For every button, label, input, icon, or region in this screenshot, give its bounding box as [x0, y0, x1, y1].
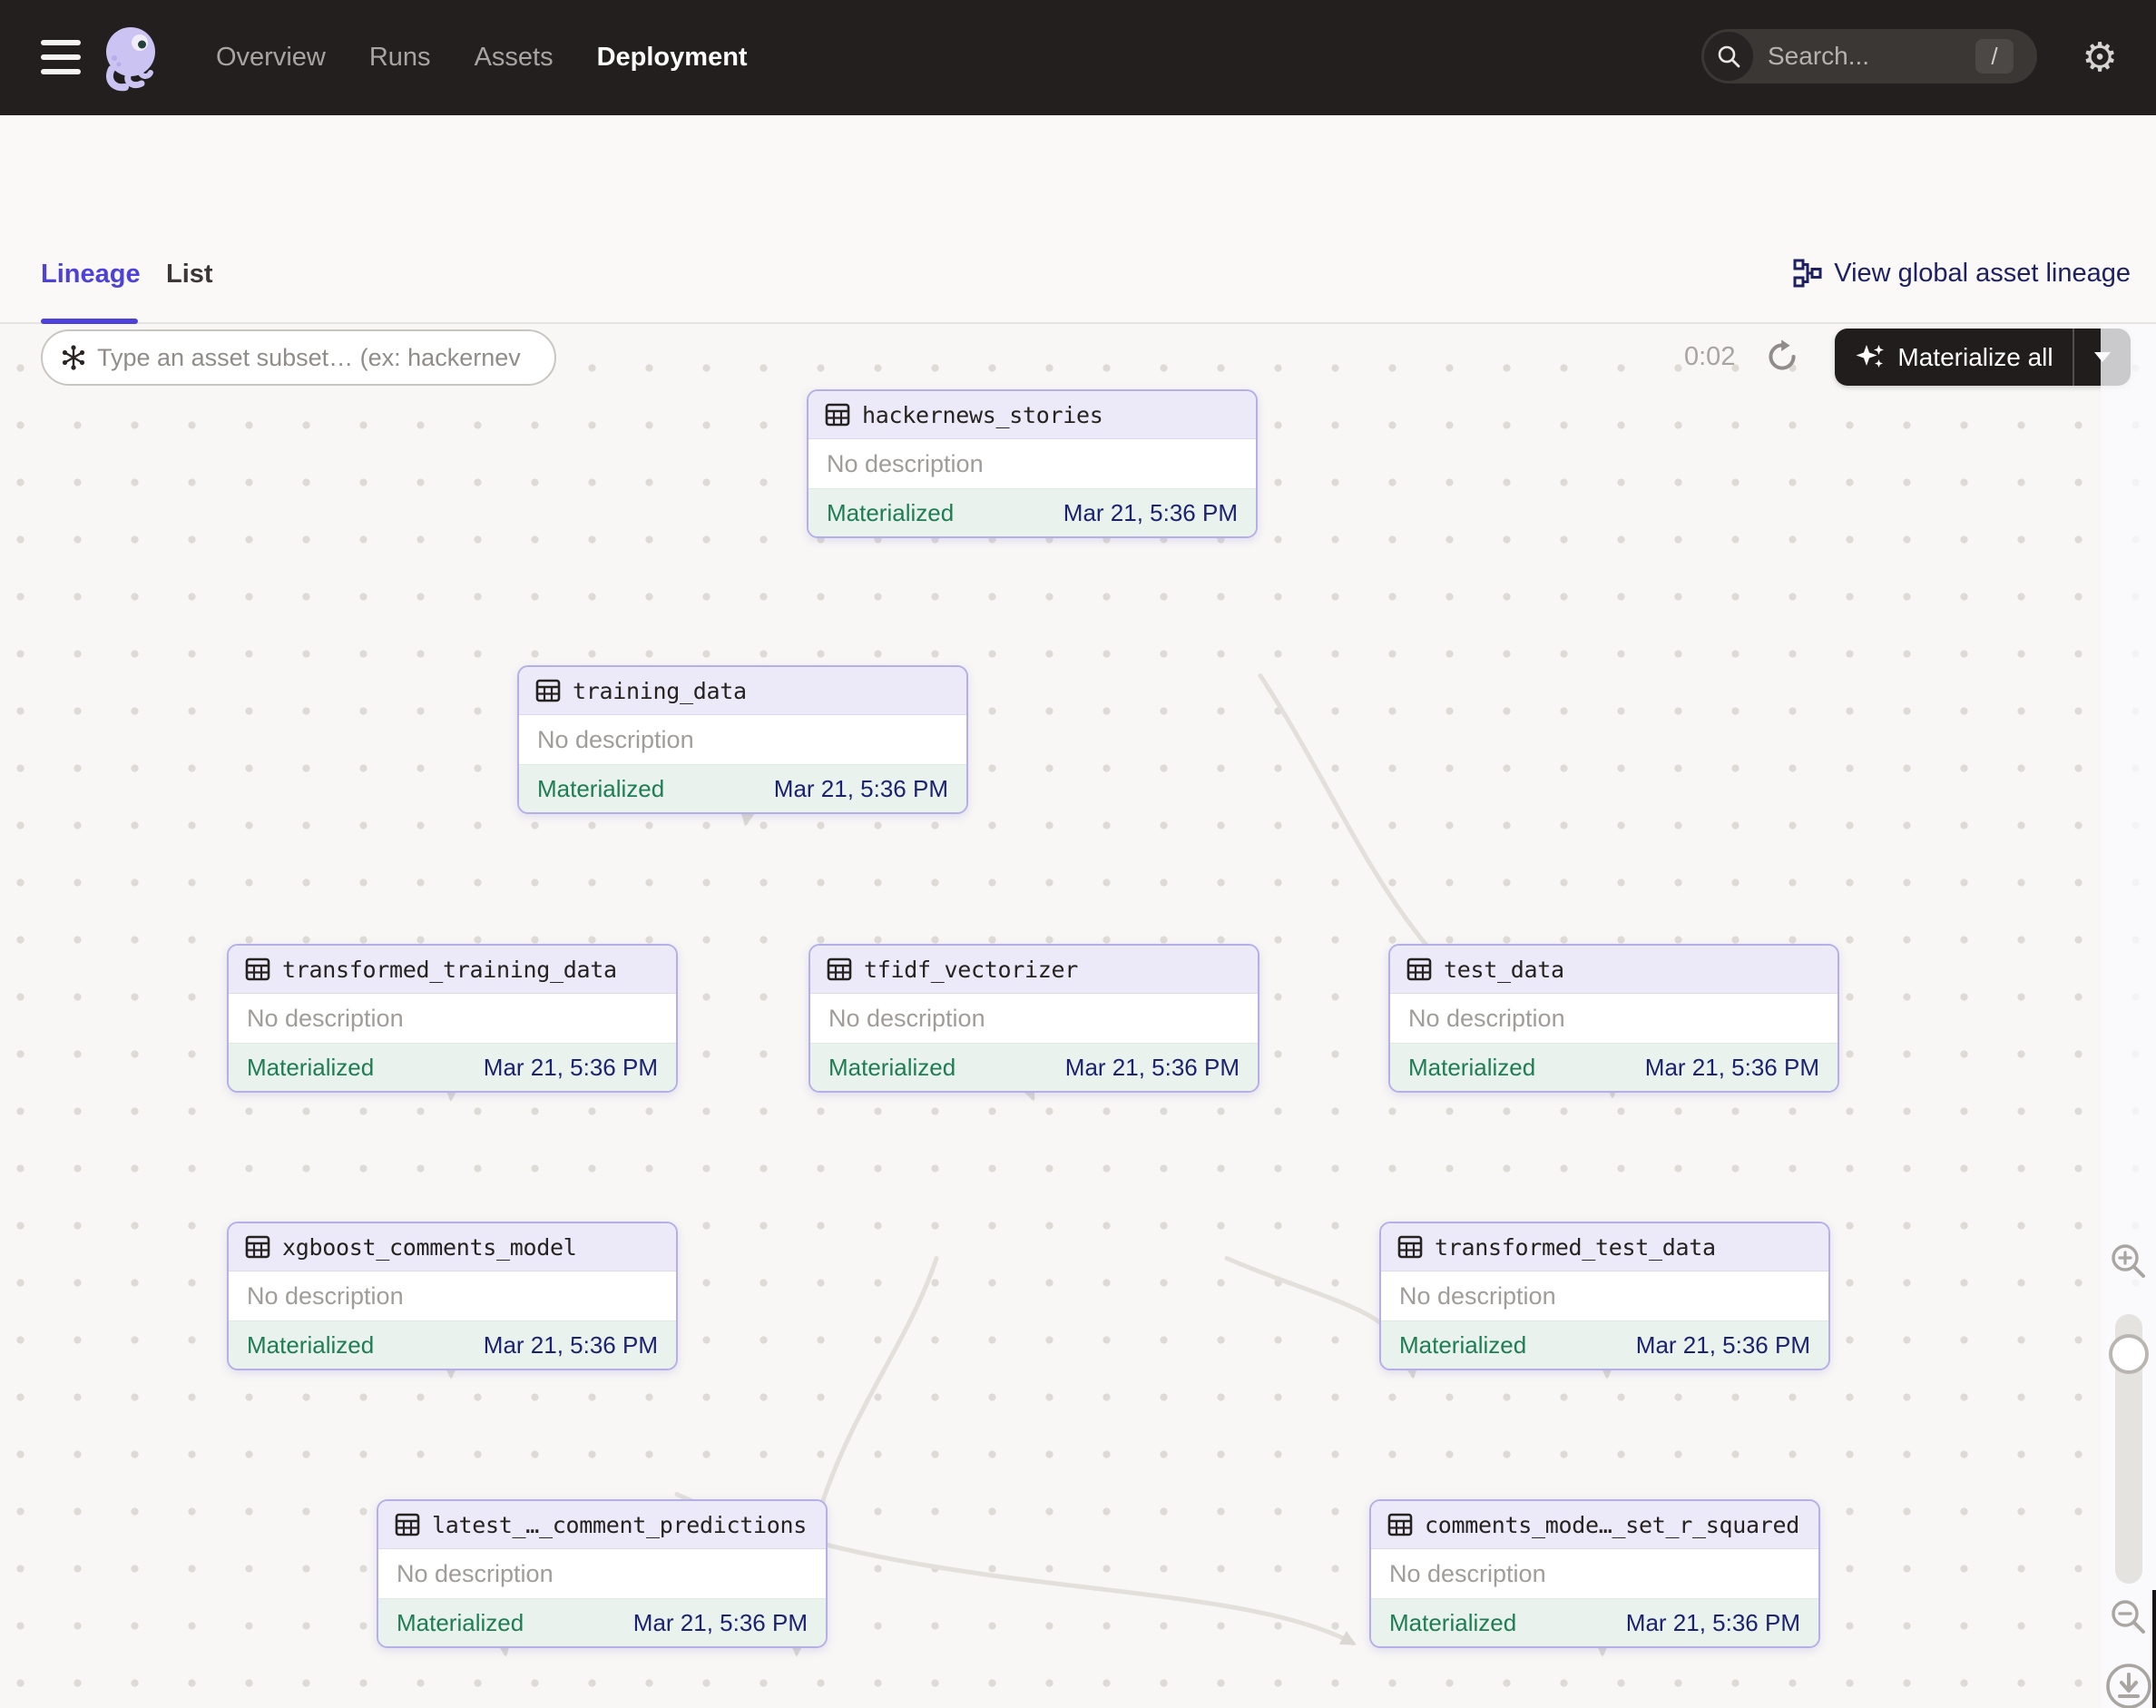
sparkles-icon — [1856, 344, 1885, 368]
settings-gear-icon[interactable]: ⚙ — [2082, 34, 2118, 81]
global-search[interactable]: Search... / — [1701, 29, 2037, 83]
tab-list[interactable]: List — [166, 260, 213, 289]
asset-description: No description — [519, 715, 966, 764]
tab-lineage[interactable]: Lineage — [41, 260, 141, 289]
refresh-timer: 0:02 — [1684, 342, 1736, 371]
asset-node-transformed-test-data[interactable]: transformed_test_data No description Mat… — [1379, 1222, 1830, 1370]
asset-description: No description — [229, 994, 676, 1043]
materialization-timestamp[interactable]: Mar 21, 5:36 PM — [1625, 1608, 1800, 1636]
asset-node-comments-model-test-set-r-squared[interactable]: comments_mode…_set_r_squared No descript… — [1369, 1499, 1820, 1648]
asset-node-training-data[interactable]: training_data No description Materialize… — [517, 665, 968, 814]
table-icon — [245, 1235, 270, 1259]
materialized-status: Materialized — [827, 498, 955, 526]
nav-item-overview[interactable]: Overview — [216, 43, 326, 72]
window-edge-sliver — [2152, 1590, 2156, 1708]
asset-description: No description — [229, 1271, 676, 1320]
zoom-in-icon[interactable] — [2109, 1242, 2149, 1281]
table-icon — [825, 403, 850, 427]
table-icon — [245, 957, 270, 981]
table-icon — [395, 1513, 420, 1536]
lineage-icon — [1793, 259, 1822, 288]
asset-node-latest-comment-predictions[interactable]: latest_…_comment_predictions No descript… — [377, 1499, 828, 1648]
materialized-status: Materialized — [247, 1053, 375, 1081]
materialize-all-split-button: Materialize all — [1835, 329, 2131, 386]
active-tab-underline — [41, 319, 138, 324]
nav-item-assets[interactable]: Assets — [474, 43, 554, 72]
asset-description: No description — [1390, 994, 1838, 1043]
nav-item-deployment[interactable]: Deployment — [596, 43, 748, 72]
materialized-status: Materialized — [397, 1608, 524, 1636]
table-icon — [1387, 1513, 1413, 1536]
materialization-timestamp[interactable]: Mar 21, 5:36 PM — [1635, 1330, 1810, 1359]
asset-subset-filter[interactable] — [41, 329, 556, 386]
asset-name: latest_…_comment_predictions — [432, 1511, 808, 1538]
nav-item-runs[interactable]: Runs — [368, 43, 431, 72]
search-icon — [1704, 32, 1753, 81]
asset-name: comments_mode…_set_r_squared — [1425, 1511, 1800, 1538]
materialization-timestamp[interactable]: Mar 21, 5:36 PM — [1063, 498, 1238, 526]
button-divider — [2073, 329, 2074, 386]
materialization-timestamp[interactable]: Mar 21, 5:36 PM — [1064, 1053, 1240, 1081]
table-icon — [827, 957, 852, 981]
asset-name: transformed_training_data — [282, 956, 617, 983]
asset-node-transformed-training-data[interactable]: transformed_training_data No description… — [227, 944, 678, 1093]
materialized-status: Materialized — [247, 1330, 375, 1359]
asset-description: No description — [1381, 1271, 1828, 1320]
refresh-graph-icon[interactable] — [1764, 339, 1800, 375]
table-icon — [535, 679, 561, 702]
materialized-status: Materialized — [1399, 1330, 1527, 1359]
view-tabs: Lineage List View global asset lineage — [0, 229, 2156, 324]
materialized-status: Materialized — [1408, 1053, 1536, 1081]
download-image-icon[interactable] — [2104, 1663, 2153, 1708]
primary-nav: Overview Runs Assets Deployment — [216, 0, 748, 115]
materialized-status: Materialized — [1389, 1608, 1517, 1636]
op-selector-icon — [62, 345, 85, 370]
asset-subset-input[interactable] — [97, 343, 554, 372]
materialized-status: Materialized — [537, 774, 665, 802]
top-nav-bar: Overview Runs Assets Deployment Search..… — [0, 0, 2156, 115]
materialize-all-label: Materialize all — [1897, 342, 2053, 371]
view-global-asset-lineage-label: View global asset lineage — [1834, 258, 2131, 288]
asset-description: No description — [808, 439, 1256, 488]
table-icon — [1406, 957, 1432, 981]
asset-name: transformed_test_data — [1435, 1233, 1716, 1261]
zoom-out-icon[interactable] — [2109, 1597, 2149, 1637]
asset-node-tfidf-vectorizer[interactable]: tfidf_vectorizer No description Material… — [808, 944, 1259, 1093]
materialization-timestamp[interactable]: Mar 21, 5:36 PM — [632, 1608, 808, 1636]
view-global-asset-lineage-link[interactable]: View global asset lineage — [1792, 258, 2131, 289]
materialization-timestamp[interactable]: Mar 21, 5:36 PM — [483, 1330, 658, 1359]
hamburger-menu-icon[interactable] — [41, 40, 81, 74]
page-header: default Asset Group in ml_ops.py Reload … — [0, 115, 2156, 319]
asset-node-test-data[interactable]: test_data No description Materialized Mar… — [1388, 944, 1839, 1093]
asset-description: No description — [810, 994, 1258, 1043]
asset-description: No description — [1371, 1549, 1818, 1598]
asset-node-xgboost-comments-model[interactable]: xgboost_comments_model No description Ma… — [227, 1222, 678, 1370]
search-placeholder: Search... — [1768, 42, 1870, 70]
zoom-slider-handle[interactable] — [2109, 1334, 2149, 1374]
materialization-timestamp[interactable]: Mar 21, 5:36 PM — [483, 1053, 658, 1081]
materialize-all-button[interactable]: Materialize all — [1835, 329, 2073, 386]
table-icon — [1397, 1235, 1423, 1259]
asset-name: tfidf_vectorizer — [864, 956, 1079, 983]
materialization-timestamp[interactable]: Mar 21, 5:36 PM — [773, 774, 948, 802]
asset-description: No description — [378, 1549, 826, 1598]
asset-name: hackernews_stories — [862, 401, 1103, 428]
asset-name: training_data — [573, 677, 747, 704]
search-shortcut-badge: / — [1975, 39, 2014, 74]
asset-node-hackernews-stories[interactable]: hackernews_stories No description Materi… — [807, 389, 1258, 538]
materialized-status: Materialized — [828, 1053, 956, 1081]
materialization-timestamp[interactable]: Mar 21, 5:36 PM — [1644, 1053, 1819, 1081]
asset-name: test_data — [1444, 956, 1564, 983]
dagster-logo[interactable] — [98, 24, 167, 93]
asset-name: xgboost_comments_model — [282, 1233, 577, 1261]
